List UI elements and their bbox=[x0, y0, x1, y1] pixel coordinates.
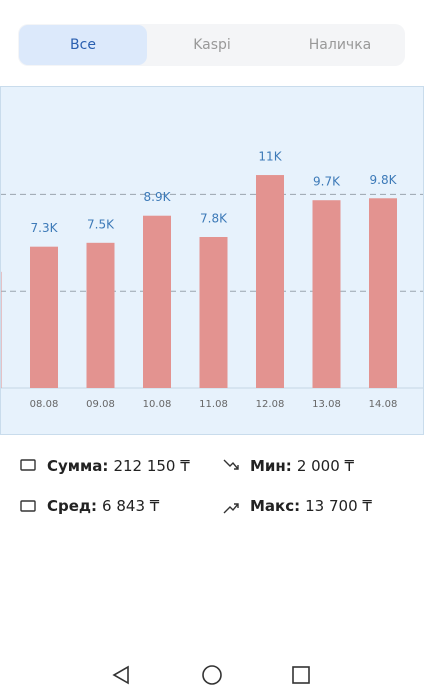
value-label: 11K bbox=[258, 150, 282, 164]
value-label: 9.8K bbox=[370, 173, 398, 187]
tab-selected-bg bbox=[19, 25, 147, 65]
x-tick-label: 08.08 bbox=[30, 399, 59, 410]
value-label: 7.8K bbox=[200, 212, 228, 226]
stat-label: Сумма: bbox=[47, 457, 108, 475]
tab[interactable]: Kaspi bbox=[193, 37, 231, 53]
x-tick-label: 12.08 bbox=[256, 399, 285, 410]
stat: Сумма: 212 150 ₸ bbox=[47, 457, 190, 475]
stat-label: Мин: bbox=[250, 457, 292, 475]
nav-recent[interactable] bbox=[292, 666, 310, 684]
nav-home[interactable] bbox=[202, 665, 222, 685]
value-label: 9.7K bbox=[313, 175, 341, 189]
bar bbox=[256, 175, 284, 388]
stat-value: 13 700 ₸ bbox=[305, 497, 372, 515]
stat-value: 6 843 ₸ bbox=[102, 497, 160, 515]
x-tick-label: 14.08 bbox=[369, 399, 398, 410]
value-label: 7.3K bbox=[31, 221, 59, 235]
nav-back[interactable] bbox=[112, 665, 129, 685]
stat-label: Макс: bbox=[250, 497, 300, 515]
x-tick-label: 13.08 bbox=[312, 399, 341, 410]
icon-min bbox=[223, 459, 239, 470]
bar bbox=[199, 237, 228, 388]
bar bbox=[143, 215, 171, 388]
chart: 08.08 7.3K 09.08 7.5K 10.08 8.9K 11.08 7.8K 12.0… bbox=[1, 150, 423, 410]
nav-bar bbox=[112, 665, 310, 685]
tab[interactable]: Наличка bbox=[309, 37, 371, 53]
bar bbox=[86, 242, 115, 388]
stat: Макс: 13 700 ₸ bbox=[250, 497, 372, 515]
x-tick-label: 11.08 bbox=[199, 399, 228, 410]
value-label: 8.9K bbox=[144, 190, 172, 204]
stat-value: 2 000 ₸ bbox=[297, 457, 355, 475]
stat-value: 212 150 ₸ bbox=[113, 457, 190, 475]
bar bbox=[1, 271, 2, 388]
value-label: 7.5K bbox=[87, 217, 115, 231]
icon-sum bbox=[20, 459, 36, 471]
bar bbox=[312, 200, 341, 388]
tab[interactable]: Все bbox=[70, 37, 96, 53]
stat: Мин: 2 000 ₸ bbox=[250, 457, 355, 475]
stat: Сред: 6 843 ₸ bbox=[47, 497, 160, 515]
bar bbox=[30, 246, 58, 388]
icon-avg bbox=[20, 500, 36, 512]
x-tick-label: 09.08 bbox=[86, 399, 115, 410]
stat-icons bbox=[20, 459, 239, 514]
icon-max bbox=[223, 503, 239, 514]
x-tick-label: 10.08 bbox=[143, 399, 172, 410]
stat-label: Сред: bbox=[47, 497, 97, 515]
bar bbox=[369, 198, 397, 388]
